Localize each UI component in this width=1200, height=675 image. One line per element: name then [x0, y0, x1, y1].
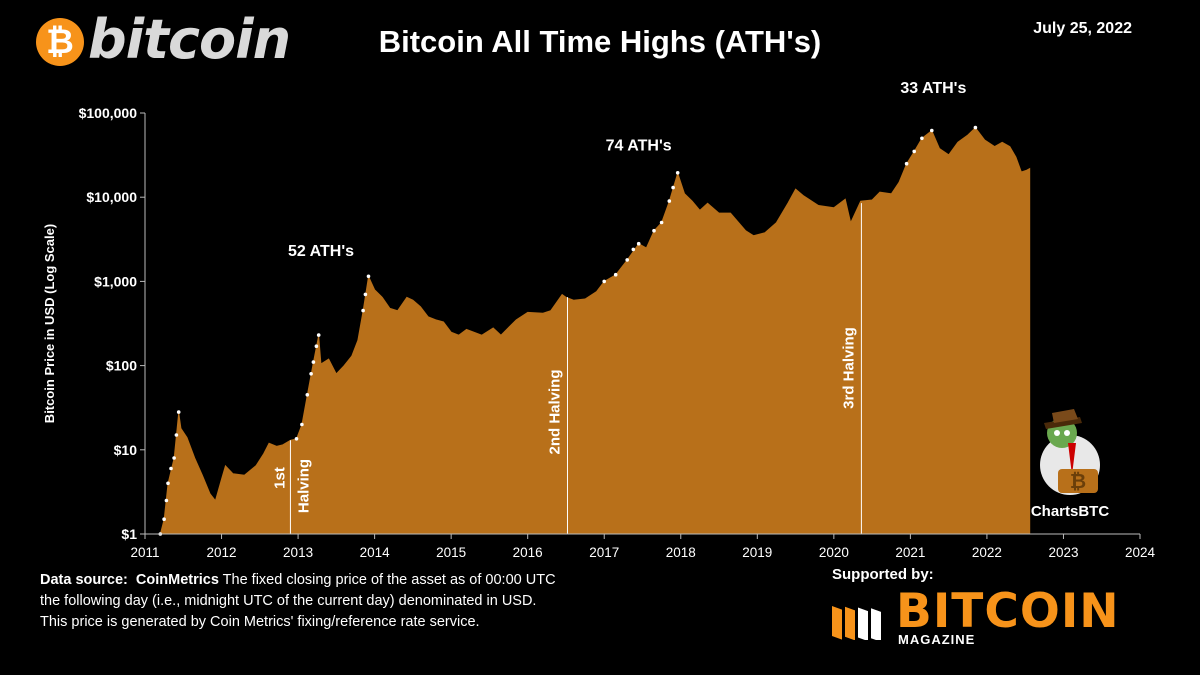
bitcoin-logo: ₿ bitcoin [36, 8, 291, 74]
ath-marker [172, 456, 176, 460]
x-tick-label: 2017 [589, 545, 619, 560]
ath-marker [675, 171, 680, 175]
bitcoin-coin-icon: ₿ [36, 18, 84, 66]
bitcoin-wordmark: bitcoin [88, 8, 291, 71]
ath-marker [311, 360, 316, 364]
x-tick-label: 2024 [1125, 545, 1156, 560]
ath-marker [366, 274, 371, 279]
y-tick-label: $1,000 [94, 273, 137, 289]
source-text-1: The fixed closing price of the asset as … [218, 572, 556, 588]
ath-marker [631, 247, 636, 252]
ath-marker [973, 125, 978, 130]
svg-text:₿: ₿ [1070, 469, 1086, 493]
page-title: Bitcoin All Time Highs (ATH's) [378, 24, 822, 59]
ath-count-label: 52 ATH's [288, 243, 354, 260]
x-tick-label: 2022 [972, 545, 1002, 560]
ath-marker [166, 481, 170, 486]
y-tick-label: $1 [121, 526, 137, 542]
x-tick-label: 2018 [666, 545, 696, 560]
ath-marker [316, 333, 321, 337]
x-tick-label: 2015 [436, 545, 466, 560]
data-source-note: Data source: CoinMetrics The fixed closi… [40, 570, 660, 633]
x-tick-label: 2020 [819, 545, 849, 560]
ath-marker [930, 128, 934, 133]
y-tick-label: $10,000 [86, 189, 137, 205]
y-axis-label: Bitcoin Price in USD (Log Scale) [42, 224, 57, 423]
ath-marker [314, 344, 319, 349]
ath-marker [671, 185, 675, 190]
ath-marker [652, 228, 656, 233]
ath-marker [162, 517, 166, 521]
x-tick-label: 2021 [895, 545, 925, 560]
chartsbtc-mascot: ₿ ChartsBTC [1022, 403, 1118, 525]
y-tick-label: $100 [106, 358, 137, 374]
ath-marker [912, 149, 916, 154]
price-area-series [145, 126, 1031, 535]
x-tick-label: 2019 [742, 545, 772, 560]
ath-marker [164, 498, 169, 503]
x-tick-label: 2023 [1048, 545, 1078, 560]
halving-label: 1st [271, 467, 288, 489]
magazine-mark-icon [832, 606, 881, 640]
y-tick-label: $100,000 [79, 105, 138, 121]
y-tick-label: $10 [114, 442, 138, 458]
ath-marker [920, 136, 924, 141]
halving-label: 2nd Halving [546, 369, 563, 454]
ath-count-label: 74 ATH's [606, 137, 672, 154]
ath-marker [174, 433, 179, 437]
source-label: Data source: [40, 572, 128, 588]
chartsbtc-label: ChartsBTC [1030, 503, 1110, 520]
halving-label: Halving [295, 459, 312, 513]
ath-marker [613, 272, 618, 277]
chart-date: July 25, 2022 [1033, 20, 1132, 37]
ath-marker [169, 466, 173, 471]
magazine-wordmark: BITCOIN [896, 584, 1120, 639]
ath-marker [176, 410, 181, 414]
ath-marker [904, 161, 909, 166]
source-name: CoinMetrics [135, 572, 219, 588]
magazine-subtitle: MAGAZINE [898, 632, 976, 647]
ath-marker [602, 279, 606, 284]
mascot-icon: ₿ [1040, 409, 1100, 495]
halving-label: 3rd Halving [840, 327, 857, 409]
supported-by-label: Supported by: [832, 566, 934, 583]
x-tick-label: 2014 [360, 545, 391, 560]
x-tick-label: 2013 [283, 545, 313, 560]
ath-marker [300, 422, 304, 427]
x-tick-label: 2012 [207, 545, 237, 560]
x-tick-label: 2016 [513, 545, 543, 560]
ath-marker [625, 258, 629, 262]
ath-marker [636, 241, 641, 246]
ath-marker [667, 199, 672, 203]
source-text-2: the following day (i.e., midnight UTC of… [40, 593, 537, 609]
ath-marker [305, 393, 310, 397]
ath-marker [361, 308, 365, 313]
ath-marker [363, 292, 368, 297]
ath-count-label: 33 ATH's [900, 80, 966, 97]
ath-marker [309, 372, 313, 376]
source-text-3: This price is generated by Coin Metrics'… [40, 614, 480, 630]
ath-marker [659, 220, 664, 225]
x-tick-label: 2011 [130, 545, 159, 560]
ath-marker [294, 437, 299, 441]
bitcoin-magazine-logo: BITCOIN MAGAZINE [830, 584, 1150, 648]
